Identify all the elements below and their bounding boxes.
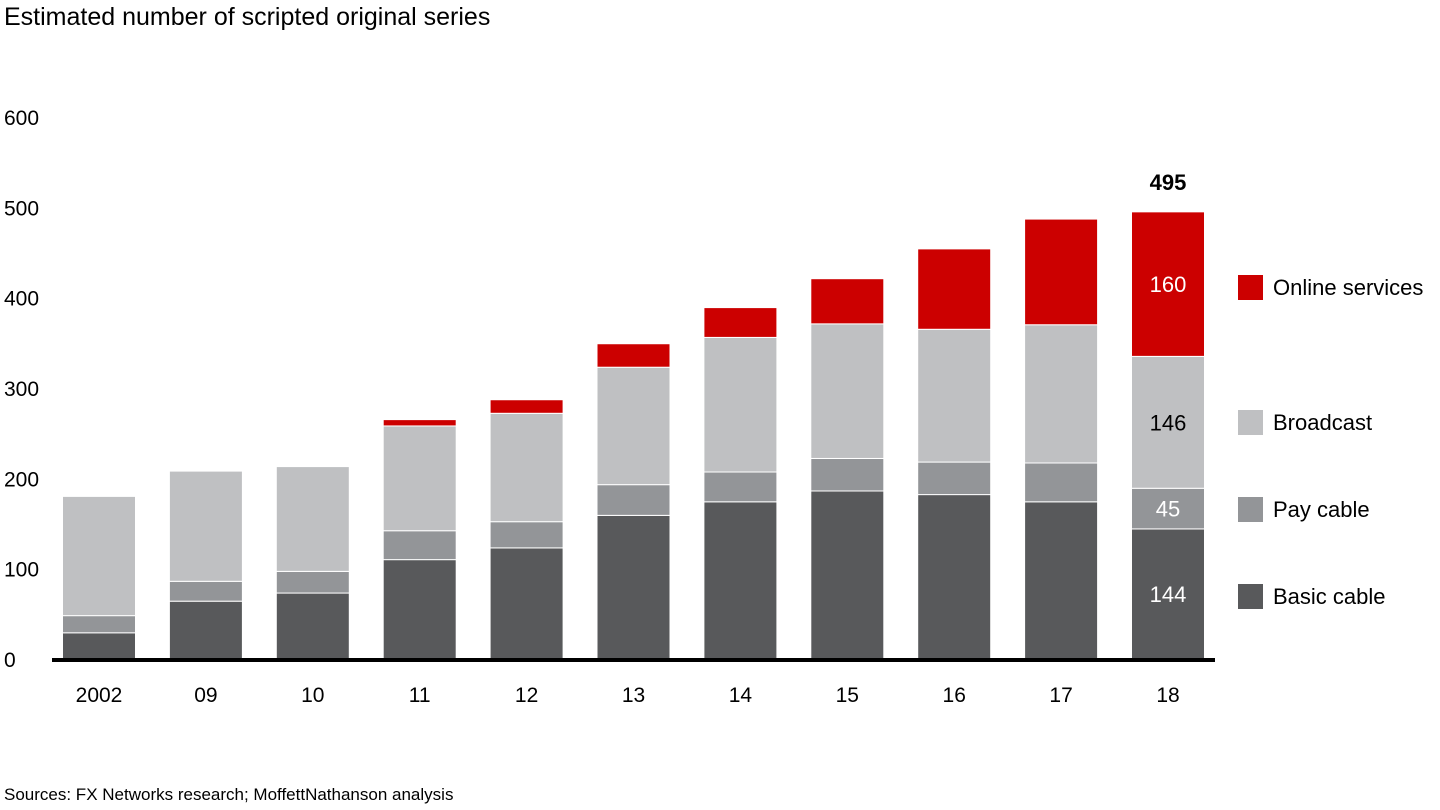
bar-segment-broadcast [62, 495, 136, 617]
bar-segment-pay-cable [1024, 462, 1099, 503]
x-tick-label: 12 [515, 684, 538, 707]
bar-segment-broadcast [596, 366, 671, 486]
data-label: 160 [1150, 272, 1187, 297]
y-tick-label: 100 [4, 559, 39, 582]
x-tick-label: 15 [836, 684, 859, 707]
bar-segment-broadcast [168, 470, 243, 582]
bar-segment-broadcast [1024, 324, 1099, 464]
bar-segment-online-services [1131, 211, 1205, 357]
legend-swatch [1238, 584, 1263, 609]
x-tick-label: 14 [729, 684, 753, 707]
data-label: 146 [1150, 410, 1187, 435]
bar-segment-basic-cable [168, 600, 243, 660]
y-tick-label: 300 [4, 378, 39, 401]
y-tick-label: 600 [4, 107, 39, 130]
bar-segment-broadcast [489, 412, 564, 523]
bar-segment-basic-cable [1131, 528, 1205, 660]
y-tick-label: 400 [4, 288, 39, 311]
bar-segment-basic-cable [1024, 501, 1099, 660]
bar-segment-online-services [703, 307, 778, 338]
bar-segment-online-services [596, 343, 671, 368]
bar-segment-basic-cable [275, 592, 350, 660]
bar-segment-pay-cable [275, 570, 350, 594]
bar-segment-basic-cable [703, 501, 778, 660]
bar-segment-broadcast [810, 323, 885, 459]
legend-label: Broadcast [1273, 410, 1372, 435]
bar-segment-online-services [917, 248, 992, 330]
bar-segment-basic-cable [62, 632, 136, 660]
bar-segment-online-services [382, 419, 457, 427]
y-tick-label: 0 [4, 649, 16, 672]
bar-segment-online-services [489, 399, 564, 414]
x-tick-label: 18 [1156, 684, 1179, 707]
legend-label: Basic cable [1273, 584, 1386, 609]
y-tick-label: 200 [4, 468, 39, 491]
legend-swatch [1238, 410, 1263, 435]
bar-segment-broadcast [917, 328, 992, 463]
x-tick-label: 16 [943, 684, 966, 707]
bar-segment-pay-cable [489, 521, 564, 549]
bar-segment-online-services [1024, 218, 1099, 326]
bar-segment-broadcast [275, 466, 350, 572]
legend-swatch [1238, 497, 1263, 522]
bar-segment-online-services [810, 278, 885, 325]
bar-segment-broadcast [1131, 355, 1205, 489]
chart-title: Estimated number of scripted original se… [4, 3, 491, 31]
x-tick-label: 17 [1049, 684, 1072, 707]
x-tick-label: 09 [194, 684, 217, 707]
x-tick-label: 11 [409, 684, 431, 707]
total-label: 495 [1150, 170, 1187, 195]
legend-label: Pay cable [1273, 497, 1370, 522]
x-tick-label: 2002 [76, 684, 123, 707]
bar-segment-pay-cable [382, 530, 457, 561]
x-tick-label: 13 [622, 684, 645, 707]
data-label: 144 [1150, 582, 1187, 607]
bar-segment-basic-cable [489, 547, 564, 660]
source-note: Sources: FX Networks research; MoffettNa… [4, 785, 454, 804]
data-label: 45 [1156, 497, 1180, 522]
bar-segment-pay-cable [810, 457, 885, 492]
bar-segment-pay-cable [62, 615, 136, 634]
bar-segment-pay-cable [917, 461, 992, 496]
legend-label: Online services [1273, 275, 1423, 300]
legend-swatch [1238, 275, 1263, 300]
bar-segment-pay-cable [703, 471, 778, 503]
bar-segment-basic-cable [810, 490, 885, 660]
bar-segment-pay-cable [596, 484, 671, 516]
bar-segment-basic-cable [382, 559, 457, 660]
bar-segment-basic-cable [596, 514, 671, 660]
y-tick-label: 500 [4, 197, 39, 220]
bar-segment-pay-cable [168, 580, 243, 602]
bar-segment-broadcast [382, 425, 457, 532]
x-tick-label: 10 [301, 684, 324, 707]
bar-segment-broadcast [703, 336, 778, 473]
bar-segment-basic-cable [917, 494, 992, 660]
